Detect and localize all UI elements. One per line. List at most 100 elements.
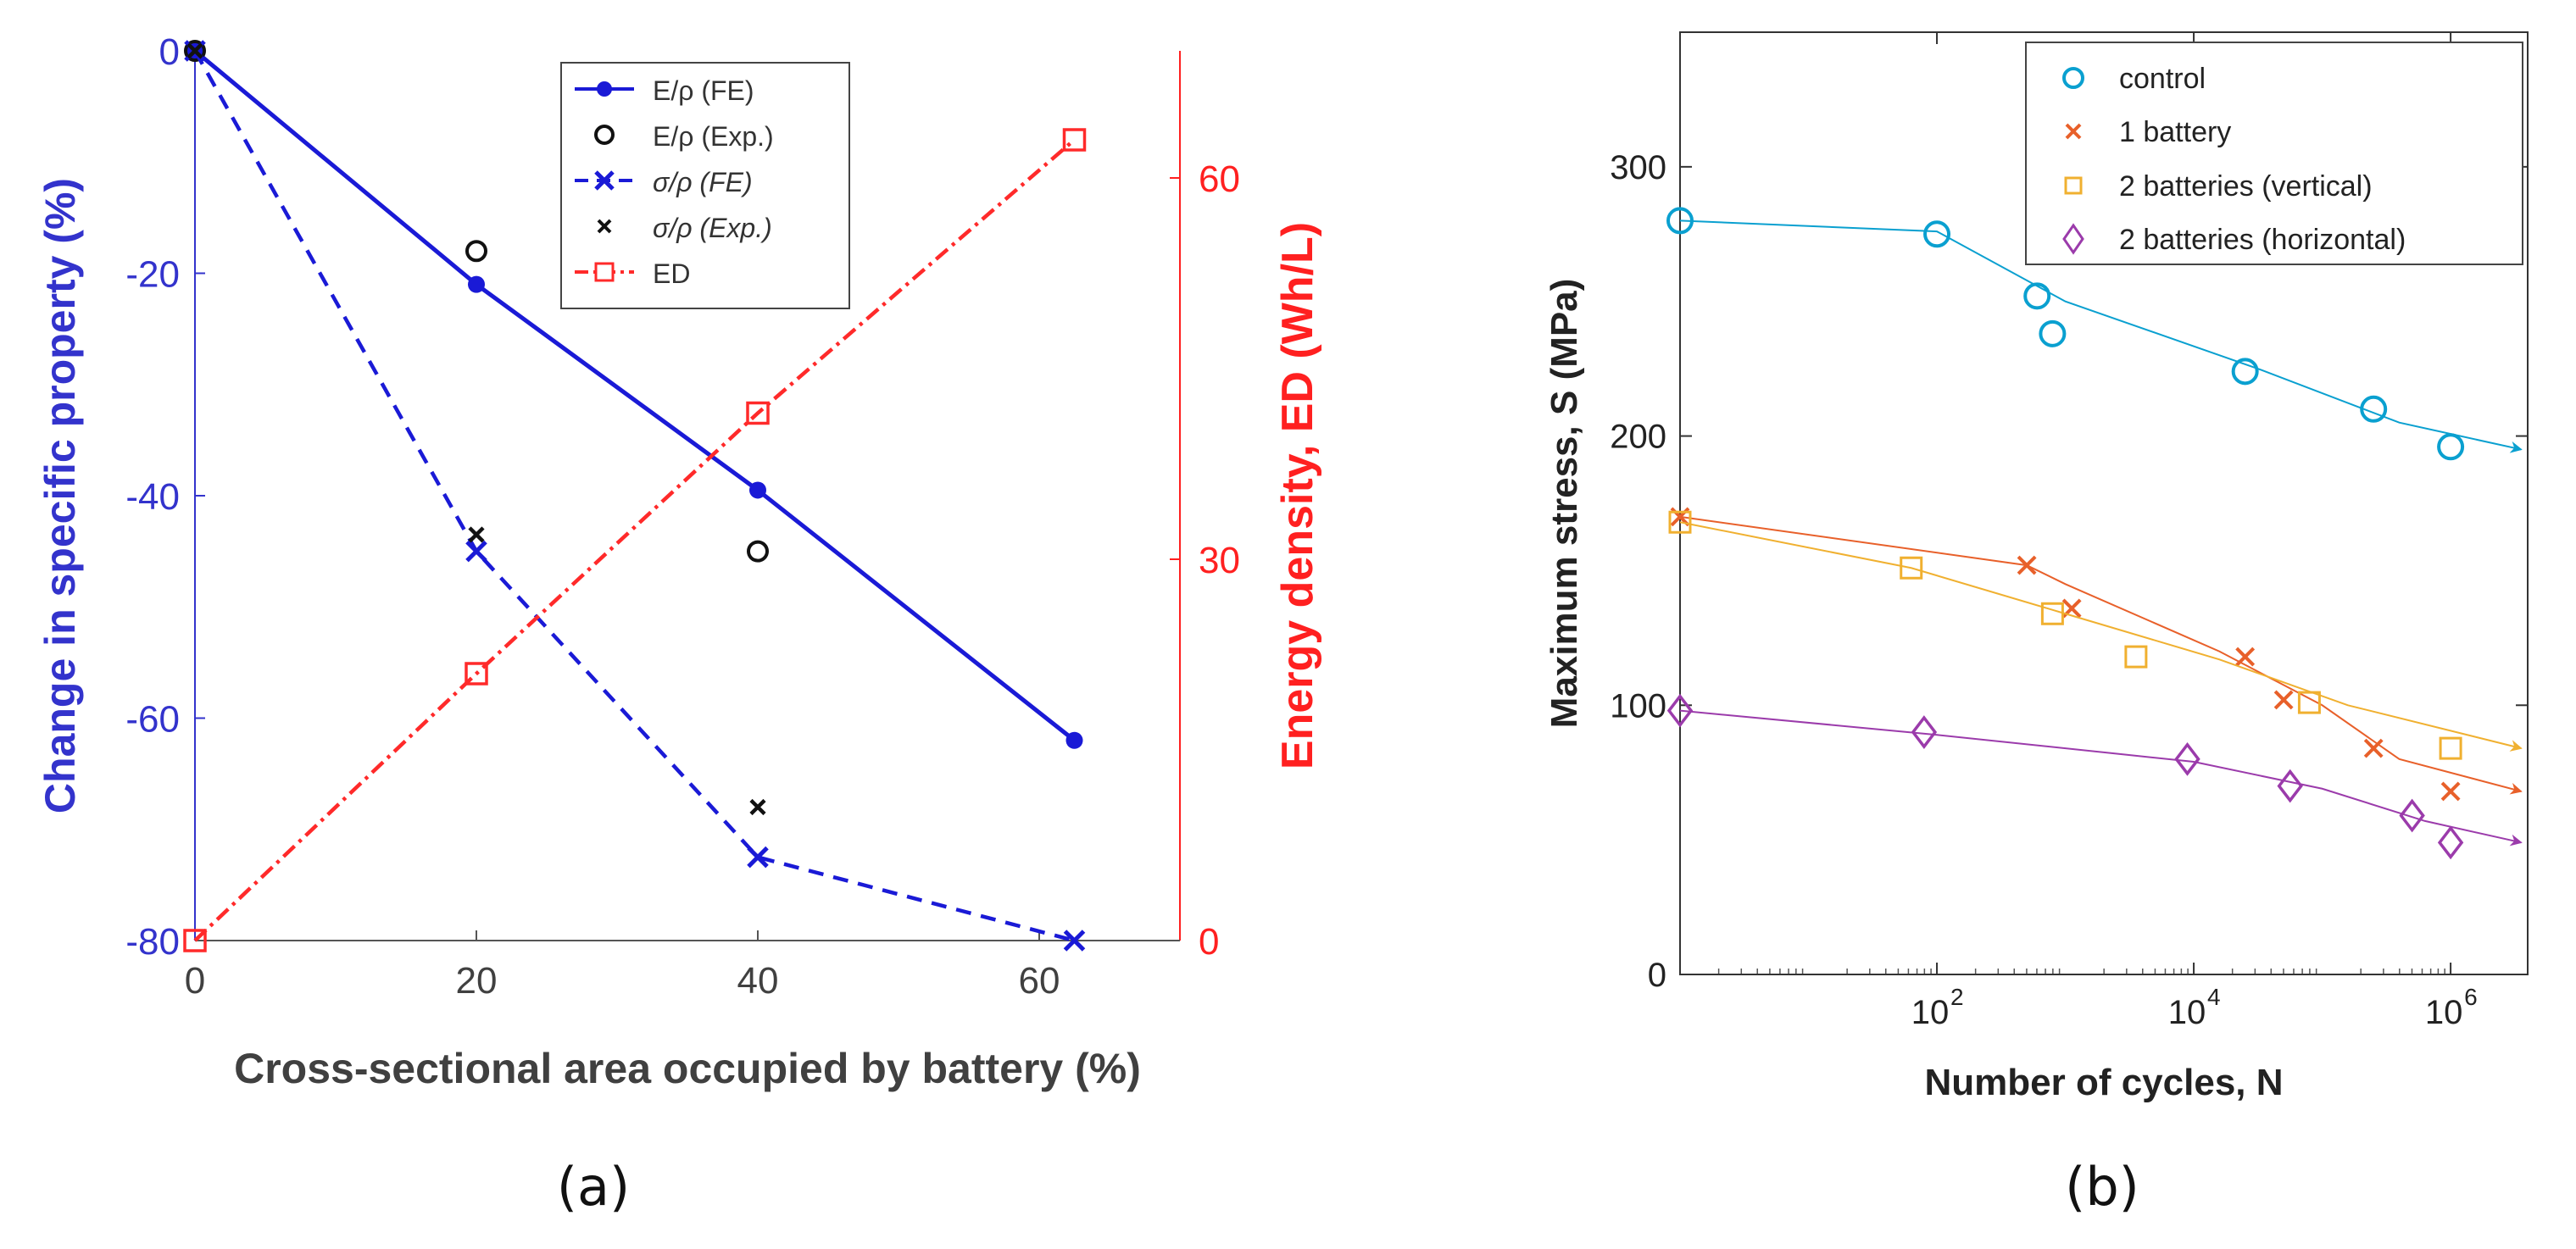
series-line-ed [193, 138, 1076, 942]
data-point-1-battery [2017, 555, 2037, 575]
data-point-1-battery [2363, 738, 2384, 758]
legend-label-s-exp: σ/ρ (Exp.) [653, 213, 772, 243]
data-point-2-batteries-horizontal [2399, 798, 2425, 833]
data-point-2-batteries-horizontal [1666, 693, 1694, 728]
series-layer-b [1666, 207, 2523, 860]
data-point-e-rho-fe [468, 275, 485, 293]
data-point-control [2437, 433, 2465, 461]
x-tick-labels-b: 10 2 10 4 10 6 [1911, 984, 2478, 1031]
y-tick-label-b: 0 [1648, 957, 1666, 994]
data-point-1-battery [2235, 647, 2256, 667]
data-point-control [2023, 282, 2051, 310]
data-point-sigma-rho-exp [468, 526, 485, 543]
data-point-control [2039, 319, 2067, 347]
legend-b: control 1 battery 2 batteries (vertical)… [2025, 42, 2523, 265]
data-point-sigma-rho-exp [749, 798, 766, 816]
y-tick-labels-b: 0 100 200 300 [1610, 149, 1666, 994]
data-point-ed [1062, 128, 1087, 152]
x-axis-label-a: Cross-sectional area occupied by battery… [234, 1045, 1141, 1092]
panel-caption-b: (b) [2065, 1156, 2139, 1218]
y-left-tick-labels: 0 -20 -40 -60 -80 [125, 31, 180, 963]
legend-entry-e-fe: E/ρ (FE) [575, 75, 754, 106]
x-tick-label-a: 40 [737, 960, 779, 1002]
data-point-ed [465, 662, 488, 686]
legend-marker-2-vertical [2064, 176, 2083, 195]
data-point-ed [746, 401, 770, 425]
legend-marker-s-fe [594, 170, 615, 191]
data-point-e-rho-exp [747, 540, 769, 563]
legend-label-control: control [2119, 63, 2206, 95]
plot-frame-b [1679, 31, 2529, 975]
data-point-sigma-rho-exp [186, 42, 203, 59]
y-left-tick-label: 0 [159, 31, 180, 73]
legend-label-e-fe: E/ρ (FE) [653, 75, 754, 106]
legend-label-2-vertical: 2 batteries (vertical) [2119, 170, 2373, 203]
legend-entry-2-horizontal: 2 batteries (horizontal) [2062, 223, 2406, 256]
y-right-tick-label: 30 [1199, 540, 1240, 581]
data-point-1-battery [2273, 690, 2294, 710]
series-layer-a [183, 40, 1087, 952]
legend-entry-ed: ED [575, 258, 690, 289]
fit-line-2-batteries-vertical [1679, 521, 2523, 752]
legend-entry-e-exp: E/ρ (Exp.) [594, 121, 774, 152]
data-point-2-batteries-vertical [1668, 510, 1692, 534]
y-axis-label-right: Energy density, ED (Wh/L) [1273, 222, 1322, 769]
y-left-tick-label: -40 [125, 476, 180, 518]
data-point-2-batteries-vertical [2040, 602, 2064, 625]
legend-label-e-exp: E/ρ (Exp.) [653, 121, 774, 152]
fit-line-control [1679, 219, 2523, 453]
data-point-control [1666, 207, 1694, 235]
series-line-e-rho-fe [193, 49, 1077, 742]
legend-label-s-fe: σ/ρ (FE) [653, 167, 753, 197]
data-point-control [2360, 395, 2388, 423]
legend-marker-2-horizontal [2062, 223, 2084, 255]
legend-entry-s-exp: σ/ρ (Exp.) [597, 213, 772, 243]
y-tick-label-b: 100 [1610, 687, 1666, 724]
x-axis-label-b: Number of cycles, N [1924, 1062, 2283, 1103]
series-line-sigma-rho-fe [193, 49, 1076, 943]
legend-marker-e-fe [597, 81, 612, 97]
data-point-ed [183, 929, 207, 952]
data-point-sigma-rho-fe [465, 540, 487, 563]
y-right-tick-label: 60 [1199, 158, 1240, 200]
panel-caption-a: (a) [557, 1156, 630, 1218]
data-point-e-rho-exp [465, 240, 487, 263]
legend-label-1-battery: 1 battery [2119, 116, 2231, 148]
x-tick-exponent-b: 6 [2464, 984, 2478, 1010]
y-right-tick-label: 0 [1199, 921, 1219, 963]
data-point-sigma-rho-fe [747, 846, 769, 869]
x-tick-exponent-b: 2 [1950, 984, 1964, 1010]
legend-a: E/ρ (FE) E/ρ (Exp.) σ/ρ (FE) σ/ρ (Exp.) … [560, 62, 850, 309]
x-tick-label-a: 20 [456, 960, 498, 1002]
data-point-2-batteries-horizontal [1911, 715, 1938, 749]
y-tick-label-b: 300 [1610, 149, 1666, 186]
data-point-e-rho-fe [749, 481, 766, 499]
data-point-1-battery [2440, 781, 2461, 802]
data-point-e-rho-exp [184, 40, 206, 62]
y-axis-label-left: Change in specific property (%) [36, 178, 84, 813]
data-point-control [1923, 220, 1951, 248]
data-point-sigma-rho-fe [1063, 930, 1086, 952]
data-point-2-batteries-horizontal [2437, 825, 2464, 860]
x-tick-exponent-b: 4 [2207, 984, 2221, 1010]
data-point-2-batteries-horizontal [2277, 769, 2303, 803]
legend-box-b [2025, 42, 2523, 265]
x-tick-label-a: 60 [1019, 960, 1060, 1002]
legend-label-2-horizontal: 2 batteries (horizontal) [2119, 224, 2406, 256]
legend-marker-ed [594, 262, 615, 282]
legend-marker-1-battery [2065, 123, 2082, 140]
y-left-tick-label: -60 [125, 699, 180, 741]
x-tick-label-b: 10 [2168, 994, 2206, 1031]
y-axis-label-b: Maximum stress, S (MPa) [1544, 279, 1585, 729]
y-left-tick-label: -80 [125, 921, 180, 963]
data-point-2-batteries-vertical [1900, 556, 1923, 580]
fit-line-2-batteries-horizontal [1679, 709, 2523, 847]
data-point-e-rho-fe [1065, 731, 1083, 749]
legend-marker-s-exp [597, 219, 612, 234]
data-point-2-batteries-vertical [2297, 691, 2321, 714]
legend-entry-2-vertical: 2 batteries (vertical) [2064, 170, 2373, 203]
x-tick-labels-a: 0 20 40 60 [185, 960, 1060, 1002]
y-right-tick-labels: 0 30 60 [1199, 158, 1240, 963]
chart-panel-a: 0 20 40 60 0 -20 -40 -60 -80 0 30 60 Cross-sectio… [36, 31, 1322, 1092]
